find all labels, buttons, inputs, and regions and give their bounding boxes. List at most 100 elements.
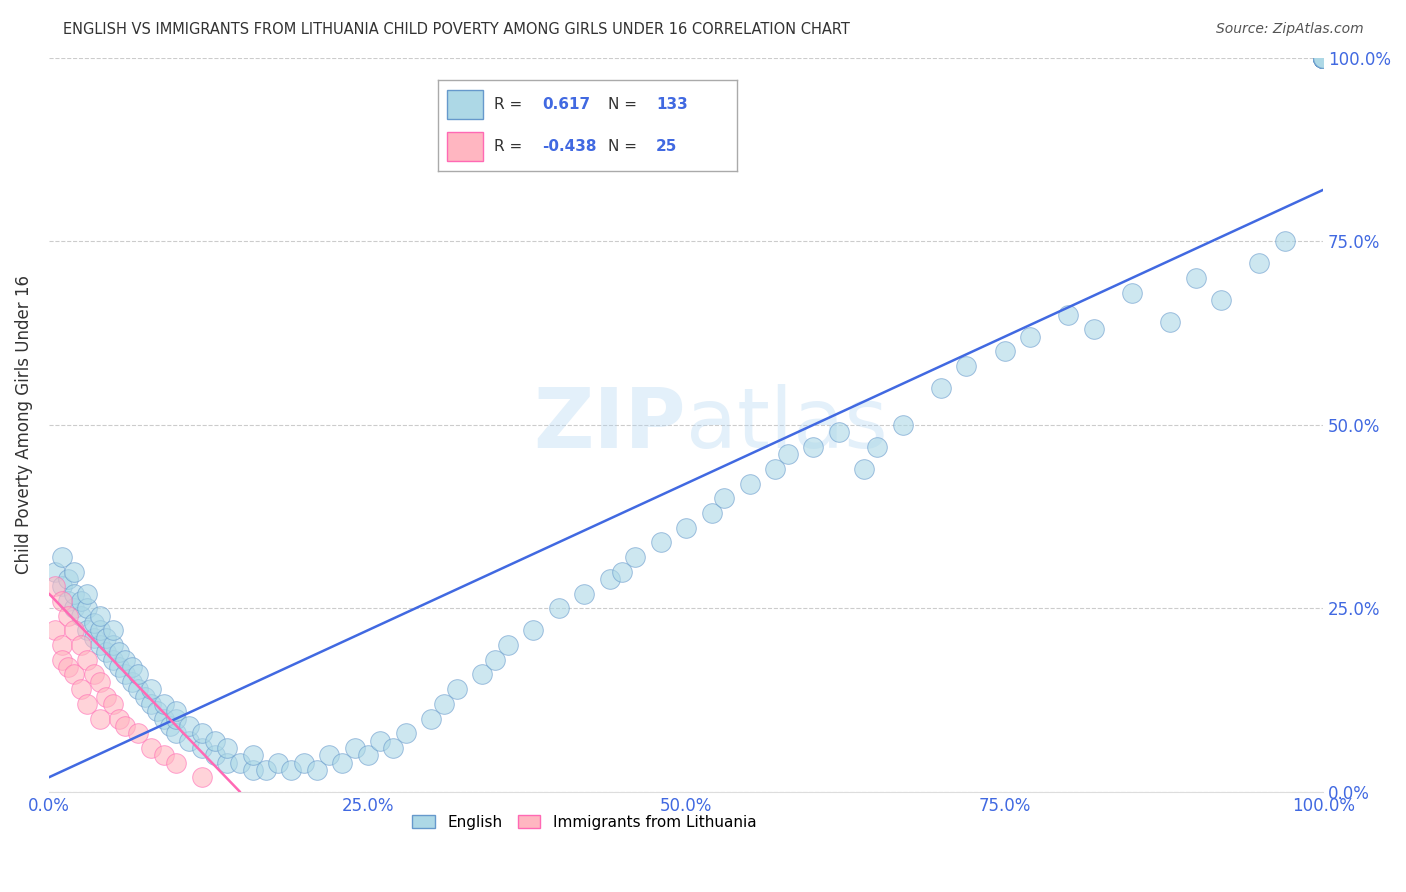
Point xyxy=(1159,315,1181,329)
Point xyxy=(179,733,201,747)
Point xyxy=(114,719,136,733)
Point xyxy=(1312,51,1334,65)
Point xyxy=(1312,51,1334,65)
Point xyxy=(101,624,124,638)
Point xyxy=(994,344,1017,359)
Point xyxy=(1274,234,1296,248)
Point xyxy=(191,726,214,740)
Point xyxy=(229,756,252,770)
Point xyxy=(1312,51,1334,65)
Point xyxy=(146,704,169,718)
Point xyxy=(165,756,187,770)
Point xyxy=(471,667,494,681)
Point xyxy=(89,674,111,689)
Point xyxy=(1184,271,1206,285)
Point xyxy=(828,425,851,439)
Point xyxy=(356,748,378,763)
Point xyxy=(165,704,187,718)
Point xyxy=(51,549,73,564)
Point xyxy=(76,653,98,667)
Point xyxy=(76,624,98,638)
Point xyxy=(891,417,914,432)
Point xyxy=(96,645,118,659)
Point xyxy=(191,770,214,784)
Point xyxy=(217,756,239,770)
Point xyxy=(63,667,86,681)
Point xyxy=(121,674,143,689)
Point xyxy=(713,491,735,506)
Point xyxy=(267,756,290,770)
Point xyxy=(114,653,136,667)
Point xyxy=(63,601,86,615)
Point xyxy=(76,697,98,711)
Point xyxy=(121,660,143,674)
Point xyxy=(1312,51,1334,65)
Text: Source: ZipAtlas.com: Source: ZipAtlas.com xyxy=(1216,22,1364,37)
Point xyxy=(1312,51,1334,65)
Point xyxy=(1019,329,1042,343)
Point xyxy=(1312,51,1334,65)
Point xyxy=(139,740,162,755)
Point xyxy=(1312,51,1334,65)
Point xyxy=(522,624,544,638)
Point xyxy=(76,587,98,601)
Point xyxy=(96,631,118,645)
Point xyxy=(127,667,149,681)
Point xyxy=(69,608,91,623)
Point xyxy=(853,462,876,476)
Point xyxy=(1312,51,1334,65)
Text: ENGLISH VS IMMIGRANTS FROM LITHUANIA CHILD POVERTY AMONG GIRLS UNDER 16 CORRELAT: ENGLISH VS IMMIGRANTS FROM LITHUANIA CHI… xyxy=(63,22,851,37)
Text: ZIP: ZIP xyxy=(533,384,686,466)
Point xyxy=(51,579,73,593)
Point xyxy=(1312,51,1334,65)
Point xyxy=(51,653,73,667)
Legend: English, Immigrants from Lithuania: English, Immigrants from Lithuania xyxy=(406,808,762,836)
Point xyxy=(152,697,174,711)
Point xyxy=(114,667,136,681)
Point xyxy=(152,748,174,763)
Point xyxy=(83,667,105,681)
Point xyxy=(108,660,131,674)
Point xyxy=(44,579,66,593)
Point xyxy=(127,682,149,697)
Point xyxy=(420,712,443,726)
Point xyxy=(56,594,79,608)
Point xyxy=(305,763,328,777)
Point xyxy=(165,726,187,740)
Point xyxy=(330,756,353,770)
Point xyxy=(1312,51,1334,65)
Point xyxy=(1312,51,1334,65)
Point xyxy=(76,601,98,615)
Point xyxy=(1312,51,1334,65)
Point xyxy=(159,719,181,733)
Point xyxy=(89,712,111,726)
Point xyxy=(1312,51,1334,65)
Point xyxy=(612,565,634,579)
Point xyxy=(395,726,418,740)
Point xyxy=(83,616,105,631)
Point xyxy=(254,763,277,777)
Point xyxy=(1312,51,1334,65)
Point xyxy=(69,682,91,697)
Point xyxy=(1249,256,1271,270)
Point xyxy=(1312,51,1334,65)
Point xyxy=(1312,51,1334,65)
Point xyxy=(280,763,302,777)
Point xyxy=(803,440,825,454)
Point xyxy=(217,740,239,755)
Point xyxy=(89,624,111,638)
Point xyxy=(108,712,131,726)
Point xyxy=(96,690,118,704)
Point xyxy=(204,748,226,763)
Point xyxy=(1312,51,1334,65)
Point xyxy=(572,587,595,601)
Point xyxy=(139,697,162,711)
Point xyxy=(101,638,124,652)
Point xyxy=(1312,51,1334,65)
Point xyxy=(127,726,149,740)
Point xyxy=(152,712,174,726)
Point xyxy=(382,740,405,755)
Point xyxy=(776,447,799,461)
Point xyxy=(1211,293,1233,307)
Point xyxy=(63,587,86,601)
